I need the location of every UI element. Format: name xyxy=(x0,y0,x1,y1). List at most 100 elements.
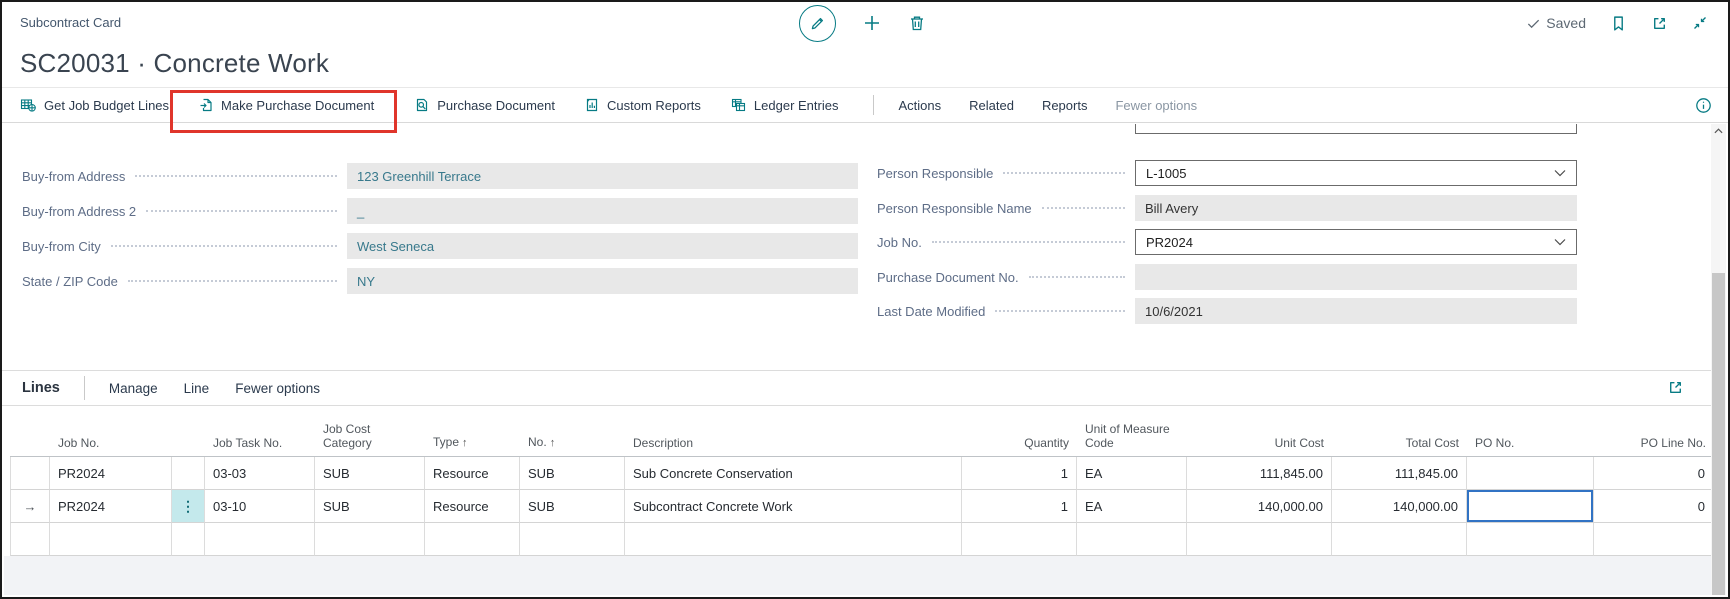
lines-table-header: Job No. Job Task No. Job Cost Category T… xyxy=(10,406,1714,457)
column-header-unit-of-measure-code[interactable]: Unit of Measure Code xyxy=(1085,422,1170,450)
state-zip-code-field[interactable]: NY xyxy=(347,268,858,294)
column-header-no[interactable]: No. ↑ xyxy=(528,435,556,449)
cell-empty[interactable] xyxy=(50,523,172,556)
fewer-options-button[interactable]: Fewer options xyxy=(1115,97,1198,113)
lines-footer-area xyxy=(4,556,1712,595)
cell-empty[interactable] xyxy=(205,523,315,556)
dotted-leader xyxy=(146,210,337,212)
column-header-job-task-no[interactable]: Job Task No. xyxy=(213,436,283,450)
cell-empty[interactable] xyxy=(625,523,962,556)
line-tab[interactable]: Line xyxy=(183,380,210,396)
row-selector-cell[interactable] xyxy=(10,523,50,556)
bookmark-button[interactable] xyxy=(1610,15,1627,32)
cell-unit-of-measure-code[interactable]: EA xyxy=(1077,457,1187,490)
buy-from-address-field[interactable]: 123 Greenhill Terrace xyxy=(347,163,858,189)
cell-po-line-no[interactable]: 0 xyxy=(1594,457,1714,490)
cell-empty[interactable] xyxy=(520,523,625,556)
field-label: Last Date Modified xyxy=(877,303,986,319)
cell-description[interactable]: Subcontract Concrete Work xyxy=(625,490,962,523)
cell-job-no[interactable]: PR2024 xyxy=(50,490,172,523)
lines-fewer-options-button[interactable]: Fewer options xyxy=(235,380,320,396)
edit-button[interactable] xyxy=(799,4,836,42)
lines-open-in-new-window-button[interactable] xyxy=(1667,379,1684,396)
custom-reports-button[interactable]: Custom Reports xyxy=(584,97,701,113)
open-in-new-window-button[interactable] xyxy=(1651,15,1668,32)
cell-job-cost-category[interactable]: SUB xyxy=(315,457,425,490)
cell-row-menu[interactable] xyxy=(172,457,205,490)
cell-empty[interactable] xyxy=(425,523,520,556)
field-label: State / ZIP Code xyxy=(22,273,118,289)
column-header-unit-cost[interactable]: Unit Cost xyxy=(1274,436,1324,450)
column-header-job-cost-category[interactable]: Job Cost Category xyxy=(323,422,372,450)
cell-no[interactable]: SUB xyxy=(520,457,625,490)
scrollbar-thumb[interactable] xyxy=(1712,273,1725,595)
reports-menu[interactable]: Reports xyxy=(1041,97,1088,113)
cell-empty[interactable] xyxy=(315,523,425,556)
cell-job-no[interactable]: PR2024 xyxy=(50,457,172,490)
cell-no[interactable]: SUB xyxy=(520,490,625,523)
info-button[interactable] xyxy=(1695,97,1712,114)
cell-type[interactable]: Resource xyxy=(425,457,520,490)
column-header-total-cost[interactable]: Total Cost xyxy=(1405,436,1459,450)
cell-empty[interactable] xyxy=(962,523,1077,556)
person-responsible-name-field[interactable]: Bill Avery xyxy=(1135,195,1577,221)
chevron-down-icon[interactable] xyxy=(1554,169,1566,177)
make-purchase-document-button[interactable]: Make Purchase Document xyxy=(198,97,374,113)
column-header-job-no[interactable]: Job No. xyxy=(58,436,100,450)
report-chart-icon xyxy=(584,97,600,113)
cell-empty[interactable] xyxy=(172,523,205,556)
field-label: Buy-from Address 2 xyxy=(22,203,137,219)
cell-job-cost-category[interactable]: SUB xyxy=(315,490,425,523)
chevron-up-icon xyxy=(1714,128,1723,134)
cell-description[interactable]: Sub Concrete Conservation xyxy=(625,457,962,490)
job-no-input[interactable]: PR2024 xyxy=(1135,229,1577,255)
cell-po-no[interactable] xyxy=(1467,457,1594,490)
delete-button[interactable] xyxy=(908,14,926,32)
cell-po-line-no[interactable]: 0 xyxy=(1594,490,1714,523)
scroll-up-button[interactable] xyxy=(1711,128,1726,134)
column-header-description[interactable]: Description xyxy=(633,436,694,450)
dotted-leader xyxy=(1003,172,1125,174)
column-header-po-no[interactable]: PO No. xyxy=(1475,436,1515,450)
column-header-type[interactable]: Type ↑ xyxy=(433,435,468,449)
cell-empty[interactable] xyxy=(1077,523,1187,556)
cell-empty[interactable] xyxy=(1187,523,1332,556)
column-header-quantity[interactable]: Quantity xyxy=(1024,436,1069,450)
row-options-button[interactable]: ⋮ xyxy=(172,490,205,523)
last-date-modified-field[interactable]: 10/6/2021 xyxy=(1135,298,1577,324)
cell-unit-cost[interactable]: 111,845.00 xyxy=(1187,457,1332,490)
get-job-budget-lines-button[interactable]: Get Job Budget Lines xyxy=(20,97,169,113)
chevron-down-icon[interactable] xyxy=(1554,238,1566,246)
cell-type[interactable]: Resource xyxy=(425,490,520,523)
ledger-entries-button[interactable]: Ledger Entries xyxy=(730,97,838,113)
cell-unit-of-measure-code[interactable]: EA xyxy=(1077,490,1187,523)
cell-po-no-selected[interactable] xyxy=(1467,490,1594,523)
document-arrow-icon xyxy=(198,97,214,113)
actions-menu[interactable]: Actions xyxy=(898,97,942,113)
buy-from-address-2-field[interactable]: _ xyxy=(347,198,858,224)
table-row-empty xyxy=(10,523,1714,556)
cell-total-cost[interactable]: 140,000.00 xyxy=(1332,490,1467,523)
related-menu[interactable]: Related xyxy=(969,97,1014,113)
cell-quantity[interactable]: 1 xyxy=(962,457,1077,490)
cell-empty[interactable] xyxy=(1332,523,1467,556)
cell-job-task-no[interactable]: 03-03 xyxy=(205,457,315,490)
purchase-document-button[interactable]: Purchase Document xyxy=(414,97,555,113)
manage-tab[interactable]: Manage xyxy=(108,380,158,396)
collapse-button[interactable] xyxy=(1692,15,1708,31)
ledger-table-icon xyxy=(730,97,747,113)
column-header-po-line-no[interactable]: PO Line No. xyxy=(1640,436,1706,450)
vertical-scrollbar[interactable] xyxy=(1711,124,1726,595)
cell-job-task-no[interactable]: 03-10 xyxy=(205,490,315,523)
info-icon xyxy=(1695,97,1712,114)
buy-from-city-field[interactable]: West Seneca xyxy=(347,233,858,259)
cell-unit-cost[interactable]: 140,000.00 xyxy=(1187,490,1332,523)
new-button[interactable] xyxy=(862,13,882,33)
cell-total-cost[interactable]: 111,845.00 xyxy=(1332,457,1467,490)
row-selector-cell[interactable] xyxy=(10,457,50,490)
person-responsible-input[interactable]: L-1005 xyxy=(1135,160,1577,186)
cell-empty[interactable] xyxy=(1467,523,1594,556)
cell-empty[interactable] xyxy=(1594,523,1714,556)
purchase-document-no-field[interactable] xyxy=(1135,264,1577,290)
cell-quantity[interactable]: 1 xyxy=(962,490,1077,523)
